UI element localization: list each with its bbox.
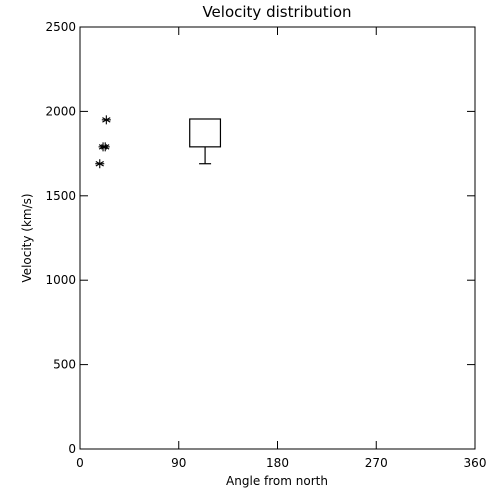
y-tick-label: 0 [68, 442, 76, 456]
x-tick-label: 360 [464, 456, 487, 470]
y-tick-label: 1000 [45, 273, 76, 287]
x-tick-label: 0 [76, 456, 84, 470]
x-axis-ticks: 0 90 180 270 360 [76, 27, 486, 470]
x-tick-label: 270 [365, 456, 388, 470]
data-point [100, 142, 110, 152]
box-plot [189, 118, 222, 165]
x-axis-label: Angle from north [226, 474, 328, 488]
chart-title: Velocity distribution [202, 3, 351, 21]
y-tick-label: 2500 [45, 20, 76, 34]
y-axis-ticks: 0 500 1000 1500 2000 2500 [45, 20, 475, 456]
x-tick-label: 90 [171, 456, 186, 470]
y-tick-label: 2000 [45, 104, 76, 118]
y-axis-label: Velocity (km/s) [20, 193, 34, 282]
box-rect [189, 118, 222, 148]
x-tick-label: 180 [266, 456, 289, 470]
data-point [95, 159, 105, 169]
y-tick-label: 500 [53, 358, 76, 372]
y-tick-label: 1500 [45, 189, 76, 203]
data-point [101, 115, 111, 125]
scatter-points [95, 115, 111, 169]
